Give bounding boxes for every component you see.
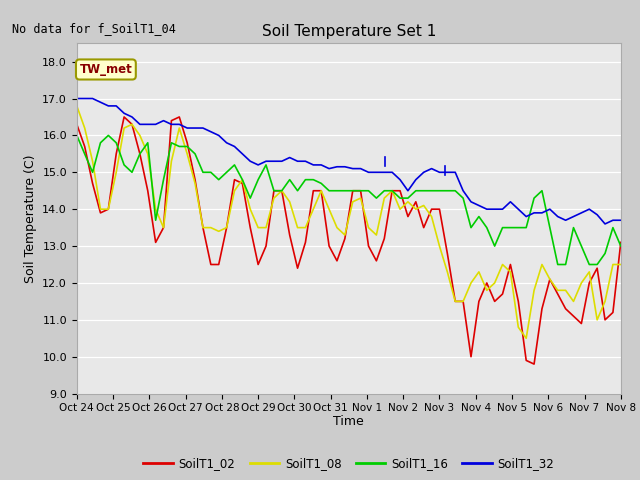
Legend: SoilT1_02, SoilT1_08, SoilT1_16, SoilT1_32: SoilT1_02, SoilT1_08, SoilT1_16, SoilT1_… (138, 452, 559, 475)
Text: No data for f_SoilT1_04: No data for f_SoilT1_04 (12, 22, 175, 35)
Text: TW_met: TW_met (79, 63, 132, 76)
X-axis label: Time: Time (333, 415, 364, 428)
Y-axis label: Soil Temperature (C): Soil Temperature (C) (24, 154, 36, 283)
Title: Soil Temperature Set 1: Soil Temperature Set 1 (262, 24, 436, 39)
